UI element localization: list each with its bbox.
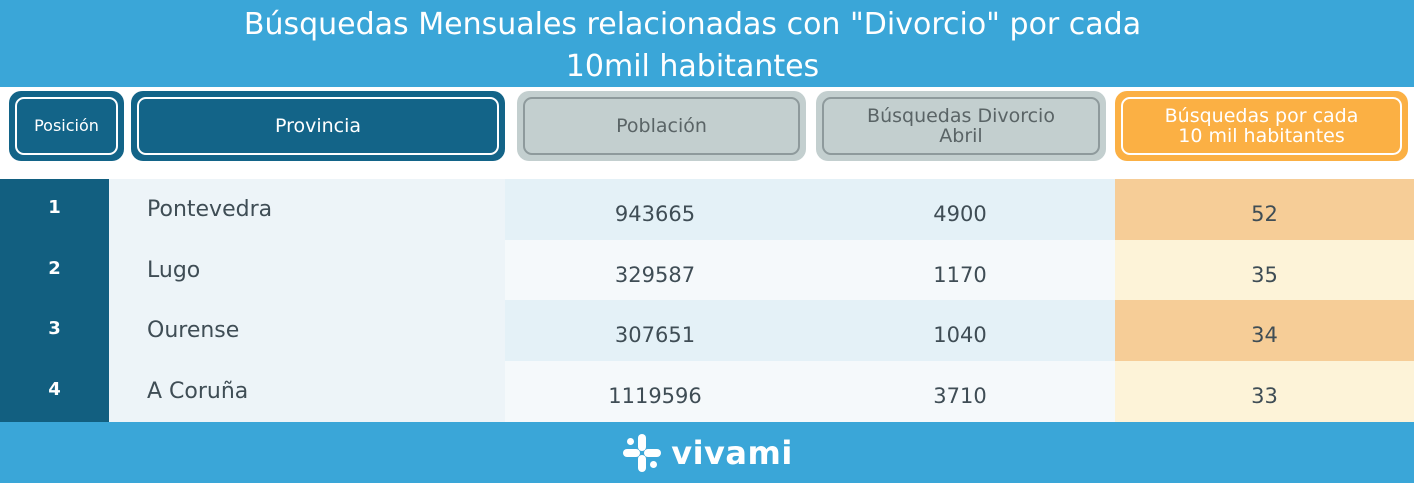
cell-poblacion-box: 307651: [505, 300, 805, 361]
title-bar: Búsquedas Mensuales relacionadas con "Di…: [0, 0, 1414, 87]
cell-provincia: Pontevedra: [147, 197, 273, 222]
cell-provincia-box: Lugo: [147, 240, 497, 301]
chart-title-line-1: Búsquedas Mensuales relacionadas con "Di…: [243, 7, 1142, 42]
header-busquedas-line-1: Búsquedas Divorcio: [867, 105, 1055, 127]
cell-posicion-box: 2: [0, 240, 109, 301]
cell-por-10mil-box: 52: [1115, 179, 1414, 240]
cell-busquedas: 1040: [933, 323, 987, 347]
cell-por-10mil-box: 33: [1115, 360, 1414, 422]
vivami-logo-icon: [623, 433, 662, 472]
cell-busquedas-box: 1170: [805, 239, 1115, 301]
cell-provincia-box: Pontevedra: [147, 179, 497, 240]
chart-title-line-2: 10mil habitantes: [565, 49, 820, 84]
footer: vivami: [0, 422, 1414, 483]
cell-poblacion: 329587: [614, 262, 696, 287]
header-provincia-label: Provincia: [274, 115, 362, 137]
header-rate-line-2: 10 mil habitantes: [1178, 125, 1345, 147]
cell-por-10mil-box: 35: [1115, 239, 1414, 301]
province-column: [109, 179, 505, 422]
header-posicion: Posición: [9, 91, 124, 161]
cell-posicion-box: 1: [0, 179, 109, 240]
table-row: 2 Lugo 329587 1170 35: [0, 239, 1414, 301]
cell-por-10mil-box: 34: [1115, 300, 1414, 361]
header-busquedas-line-2: Abril: [939, 125, 983, 147]
cell-provincia: Lugo: [147, 257, 201, 283]
table-row: 4 A Coruña 1119596 3710 33: [0, 360, 1414, 422]
header-provincia: Provincia: [131, 91, 505, 161]
table-row: 3 Ourense 307651 1040 34: [0, 300, 1414, 361]
cell-posicion: 3: [48, 318, 61, 339]
cell-posicion: 4: [48, 378, 61, 400]
header-por-10mil: Búsquedas por cada 10 mil habitantes: [1115, 91, 1408, 161]
table-row: 1 Pontevedra 943665 4900 52: [0, 179, 1414, 240]
cell-busquedas: 4900: [933, 202, 987, 226]
cell-poblacion: 307651: [614, 323, 696, 347]
brand-logo: vivami: [621, 432, 793, 474]
header-poblacion: Población: [517, 91, 806, 161]
cell-posicion: 2: [48, 257, 61, 279]
cell-poblacion-box: 329587: [505, 239, 805, 301]
header-poblacion-label: Población: [616, 115, 707, 137]
cell-por-10mil: 34: [1251, 323, 1278, 347]
cell-poblacion: 943665: [614, 202, 696, 226]
header-rate-line-1: Búsquedas por cada: [1164, 105, 1359, 127]
cell-por-10mil: 35: [1251, 262, 1278, 287]
cell-por-10mil: 33: [1251, 383, 1278, 408]
header-busquedas: Búsquedas Divorcio Abril: [816, 91, 1106, 161]
cell-por-10mil: 52: [1251, 202, 1278, 226]
cell-provincia: Ourense: [147, 318, 240, 343]
cell-busquedas: 3710: [933, 383, 987, 408]
cell-busquedas-box: 3710: [805, 360, 1115, 422]
cell-posicion: 1: [48, 197, 61, 218]
cell-busquedas-box: 1040: [805, 300, 1115, 361]
cell-busquedas: 1170: [933, 262, 987, 287]
cell-provincia: A Coruña: [147, 378, 249, 404]
cell-posicion-box: 3: [0, 300, 109, 361]
cell-poblacion: 1119596: [608, 383, 702, 408]
cell-posicion-box: 4: [0, 361, 109, 422]
header-posicion-label: Posición: [34, 116, 99, 135]
cell-provincia-box: Ourense: [147, 300, 497, 361]
brand-name: vivami: [671, 433, 793, 472]
cell-poblacion-box: 1119596: [505, 360, 805, 422]
cell-provincia-box: A Coruña: [147, 361, 497, 422]
cell-busquedas-box: 4900: [805, 179, 1115, 240]
cell-poblacion-box: 943665: [505, 179, 805, 240]
position-column: [0, 179, 109, 422]
